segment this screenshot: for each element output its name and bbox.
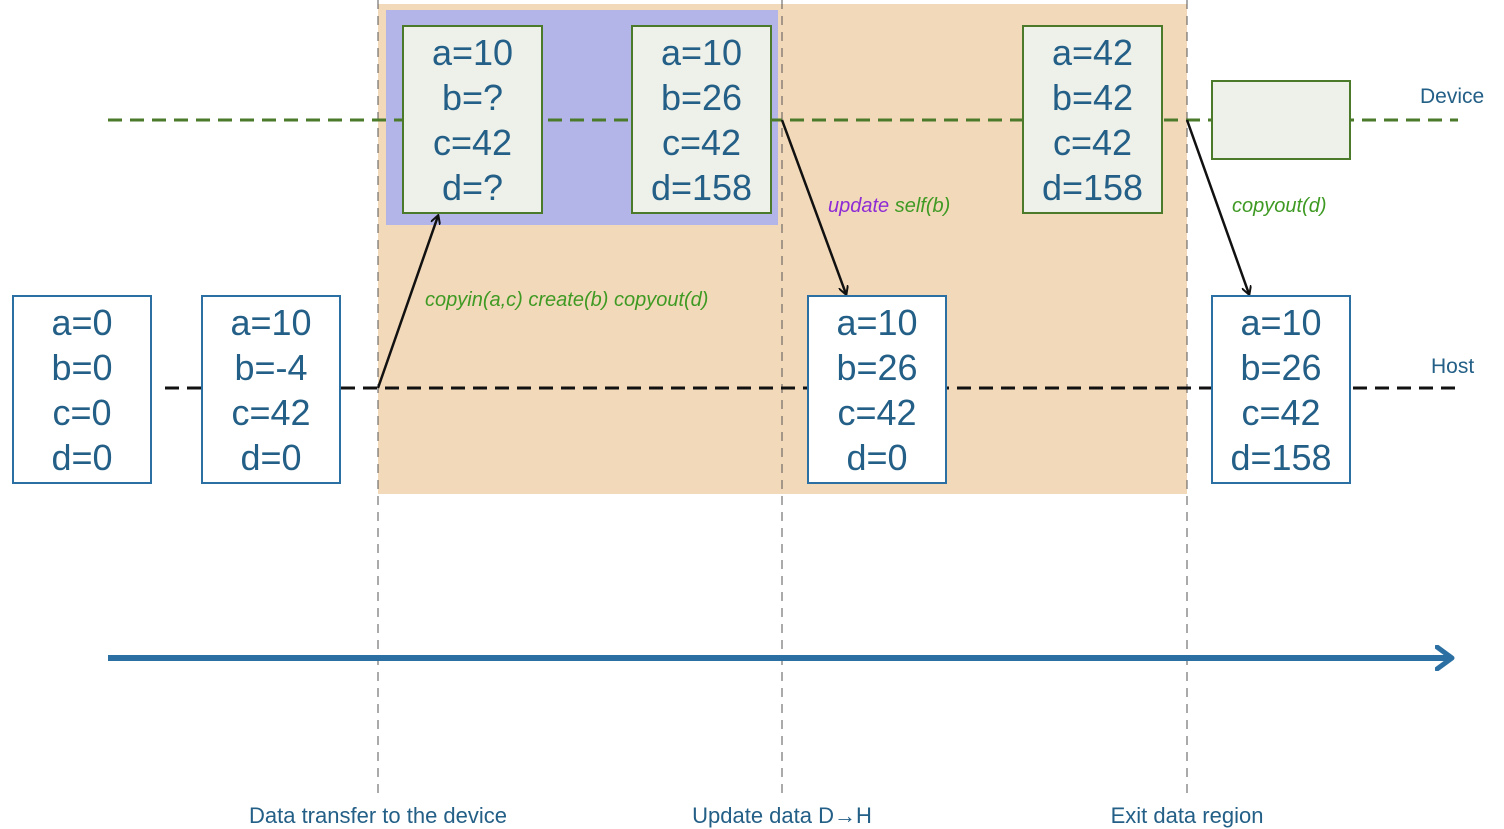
host-box: a=10 b=26 c=42 d=0 [807, 295, 947, 484]
variable-a: a=10 [660, 31, 743, 73]
variable-a: a=10 [1240, 301, 1322, 343]
update-directive-label: update self(b) [828, 195, 950, 218]
exit-directive-label: copyout(d) [1232, 195, 1327, 217]
variable-d: d=158 [1230, 436, 1332, 478]
phase-label-enter: Data transfer to the device [248, 803, 508, 828]
variable-c: c=42 [837, 391, 917, 433]
variable-a: a=10 [230, 301, 312, 343]
variable-d: d=158 [1041, 166, 1144, 208]
host-box: a=10 b=26 c=42 d=158 [1211, 295, 1351, 484]
variable-b: b=26 [836, 346, 918, 388]
variable-c: c=42 [661, 121, 742, 163]
variable-a: a=42 [1051, 31, 1134, 73]
variable-a: a=10 [836, 301, 918, 343]
device-box: a=42 b=42 c=42 d=158 [1022, 25, 1163, 214]
variable-c: c=42 [1052, 121, 1133, 163]
variable-b: b=26 [660, 76, 743, 118]
device-box-empty [1211, 80, 1351, 160]
device-lane-label: Device [1420, 85, 1485, 108]
variable-d: d=0 [240, 436, 302, 478]
device-box: a=10 b=26 c=42 d=158 [631, 25, 772, 214]
variable-a: a=0 [51, 301, 113, 343]
variable-b: b=42 [1051, 76, 1134, 118]
variable-d: d=0 [51, 436, 113, 478]
transfer-arrow-enter [376, 216, 438, 389]
variable-c: c=42 [432, 121, 513, 163]
variable-b: b=? [441, 76, 504, 118]
variable-d: d=? [441, 166, 504, 208]
variable-d: d=0 [846, 436, 908, 478]
enter-directive-label: copyin(a,c) create(b) copyout(d) [425, 289, 709, 311]
host-box: a=0 b=0 c=0 d=0 [12, 295, 152, 484]
variable-a: a=10 [431, 31, 514, 73]
host-box: a=10 b=-4 c=42 d=0 [201, 295, 341, 484]
variable-c: c=42 [231, 391, 311, 433]
variable-b: b=26 [1240, 346, 1322, 388]
transfer-arrow-exit [1185, 119, 1249, 294]
transfer-arrow-update [780, 119, 846, 294]
update-keyword: update [828, 195, 890, 217]
variable-c: c=0 [52, 391, 112, 433]
host-lane-label: Host [1431, 355, 1475, 378]
variable-c: c=42 [1241, 391, 1321, 433]
variable-b: b=-4 [234, 346, 308, 388]
phase-label-exit: Exit data region [1110, 803, 1264, 828]
variable-b: b=0 [51, 346, 113, 388]
phase-label-update: Update data D→H [692, 803, 872, 828]
update-clause: self(b) [894, 195, 951, 217]
variable-d: d=158 [650, 166, 753, 208]
device-box: a=10 b=? c=42 d=? [402, 25, 543, 214]
